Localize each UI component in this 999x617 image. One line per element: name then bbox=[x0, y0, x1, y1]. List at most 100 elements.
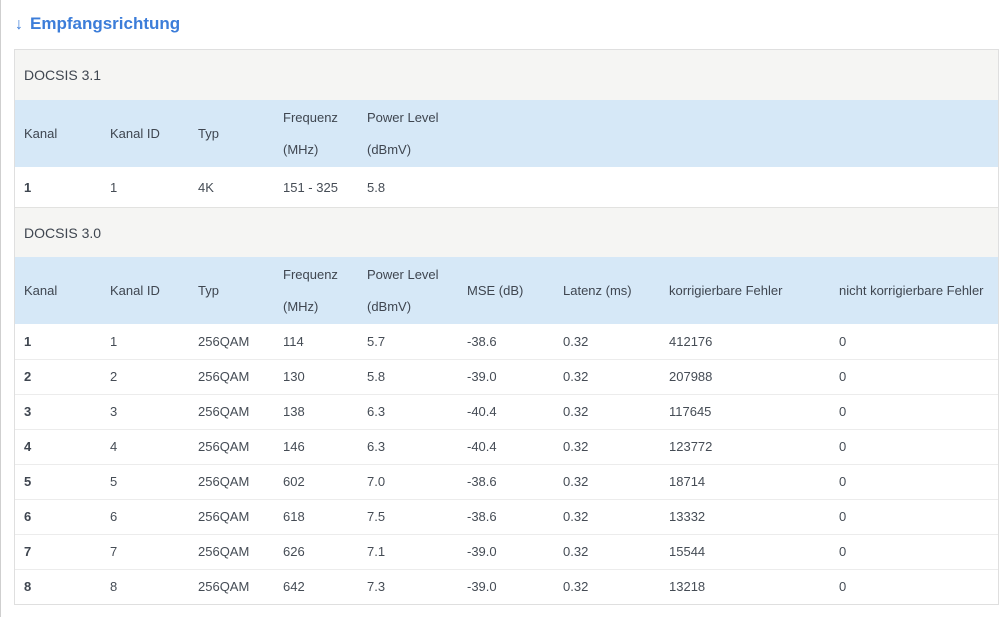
table-cell: 4K bbox=[198, 179, 214, 195]
table-cell: 1 bbox=[24, 333, 32, 349]
docsis31-table-head: Kanal Kanal ID Typ Frequenz (MHz) Power Level… bbox=[15, 100, 998, 167]
table-cell: 0 bbox=[830, 533, 998, 569]
column-header: nicht korrigierbare Fehler bbox=[830, 257, 998, 324]
table-cell: 602 bbox=[274, 463, 358, 499]
table-cell: 123772 bbox=[660, 428, 830, 464]
table-cell: 5.7 bbox=[367, 333, 386, 349]
column-header: Kanal ID bbox=[101, 257, 189, 324]
column-header-line: Power Level bbox=[367, 266, 439, 282]
table-cell: 7.1 bbox=[358, 533, 458, 569]
column-header-line: Kanal ID bbox=[110, 282, 160, 298]
docsis31-table: Kanal Kanal ID Typ Frequenz (MHz) Power Level… bbox=[15, 100, 998, 207]
table-cell: 4 bbox=[15, 428, 101, 464]
table-cell: 3 bbox=[15, 393, 101, 429]
column-header: Power Level (dBmV) bbox=[358, 257, 458, 324]
table-cell: 130 bbox=[274, 358, 358, 394]
table-row: 4 4 256QAM 146 6.3 -40.4 0.32 123772 0 bbox=[15, 428, 998, 464]
table-cell: 207988 bbox=[660, 358, 830, 394]
column-header-line: Typ bbox=[198, 282, 219, 298]
column-header-line: Power Level bbox=[367, 109, 439, 125]
table-cell: 256QAM bbox=[189, 463, 274, 499]
table-cell: 7.0 bbox=[358, 463, 458, 499]
table-cell: 6.3 bbox=[358, 393, 458, 429]
table-cell: 6.3 bbox=[358, 428, 458, 464]
table-row: 8 8 256QAM 642 7.3 -39.0 0.32 13218 0 bbox=[15, 568, 998, 604]
table-cell: 7 bbox=[101, 533, 189, 569]
table-cell: 6 bbox=[15, 498, 101, 534]
panel-left-border bbox=[0, 0, 1, 617]
section-header-docsis31: DOCSIS 3.1 bbox=[15, 50, 998, 100]
table-cell: 7 bbox=[15, 533, 101, 569]
table-cell: -39.0 bbox=[458, 358, 554, 394]
table-cell: -39.0 bbox=[458, 568, 554, 604]
table-cell: 13332 bbox=[660, 498, 830, 534]
column-header: Kanal bbox=[15, 257, 101, 324]
table-cell: 18714 bbox=[660, 463, 830, 499]
table-cell: 6 bbox=[101, 498, 189, 534]
header-row: Kanal Kanal ID Typ Frequenz (MHz) Power Level… bbox=[15, 100, 998, 167]
column-header-line: (MHz) bbox=[283, 141, 319, 157]
column-header-line: Kanal bbox=[24, 282, 58, 298]
table-cell: 256QAM bbox=[189, 498, 274, 534]
column-header: korrigierbare Fehler bbox=[660, 257, 830, 324]
table-cell: 618 bbox=[274, 498, 358, 534]
docsis30-table: Kanal Kanal ID Typ Frequenz (MHz) Power Level… bbox=[15, 257, 998, 604]
table-cell: 0 bbox=[830, 498, 998, 534]
column-header: Frequenz (MHz) bbox=[274, 100, 358, 167]
column-header-line: Kanal ID bbox=[110, 125, 160, 141]
table-cell: -38.6 bbox=[458, 463, 554, 499]
table-cell: -39.0 bbox=[458, 533, 554, 569]
column-header-line: (MHz) bbox=[283, 298, 319, 314]
header-spacer bbox=[458, 100, 998, 167]
column-header-line: Frequenz bbox=[283, 109, 338, 125]
column-header-line: Latenz (ms) bbox=[563, 282, 632, 298]
table-row: 1 1 256QAM 114 5.7 -38.6 0.32 412176 0 bbox=[15, 324, 998, 359]
column-header: Kanal ID bbox=[101, 100, 189, 167]
empfangsrichtung-section-toggle[interactable]: ↓ Empfangsrichtung bbox=[15, 13, 180, 36]
down-arrow-icon: ↓ bbox=[15, 16, 23, 33]
table-cell: 151 - 325 bbox=[283, 179, 338, 195]
table-cell: 0 bbox=[830, 428, 998, 464]
table-cell: 0 bbox=[839, 333, 847, 349]
cell-spacer bbox=[458, 167, 998, 207]
table-cell: 15544 bbox=[660, 533, 830, 569]
column-header-line: Typ bbox=[198, 125, 219, 141]
section-header-docsis30: DOCSIS 3.0 bbox=[15, 207, 998, 257]
table-cell: 256QAM bbox=[198, 333, 250, 349]
column-header-line: MSE (dB) bbox=[467, 282, 524, 298]
table-cell: 8 bbox=[101, 568, 189, 604]
column-header-line: nicht korrigierbare Fehler bbox=[839, 282, 984, 298]
table-cell: 1 bbox=[110, 179, 118, 195]
table-cell: 256QAM bbox=[189, 568, 274, 604]
table-cell: 146 bbox=[274, 428, 358, 464]
table-cell: 0.32 bbox=[554, 428, 660, 464]
table-cell: 7.5 bbox=[358, 498, 458, 534]
docsis30-table-head: Kanal Kanal ID Typ Frequenz (MHz) Power Level… bbox=[15, 257, 998, 324]
table-cell: -40.4 bbox=[458, 393, 554, 429]
column-header: Power Level (dBmV) bbox=[358, 100, 458, 167]
table-cell: 114 bbox=[283, 333, 304, 349]
table-cell: 0.32 bbox=[554, 568, 660, 604]
table-cell: 4 bbox=[101, 428, 189, 464]
column-header: MSE (dB) bbox=[458, 257, 554, 324]
column-header-line: korrigierbare Fehler bbox=[669, 282, 783, 298]
column-header-line: Kanal bbox=[24, 125, 58, 141]
table-cell: 5.8 bbox=[358, 358, 458, 394]
table-cell: 256QAM bbox=[189, 533, 274, 569]
table-cell: 0.32 bbox=[554, 463, 660, 499]
page-title: Empfangsrichtung bbox=[30, 14, 181, 33]
table-cell: -40.4 bbox=[458, 428, 554, 464]
column-header: Kanal bbox=[15, 100, 101, 167]
table-row: 5 5 256QAM 602 7.0 -38.6 0.32 18714 0 bbox=[15, 463, 998, 499]
table-cell: 0 bbox=[830, 393, 998, 429]
table-cell: 7.3 bbox=[358, 568, 458, 604]
table-cell: 138 bbox=[274, 393, 358, 429]
table-cell: 1 bbox=[24, 179, 32, 195]
column-header: Typ bbox=[189, 257, 274, 324]
table-cell: 0 bbox=[830, 358, 998, 394]
column-header: Latenz (ms) bbox=[554, 257, 660, 324]
column-header: Frequenz (MHz) bbox=[274, 257, 358, 324]
table-row: 6 6 256QAM 618 7.5 -38.6 0.32 13332 0 bbox=[15, 498, 998, 534]
column-header: Typ bbox=[189, 100, 274, 167]
